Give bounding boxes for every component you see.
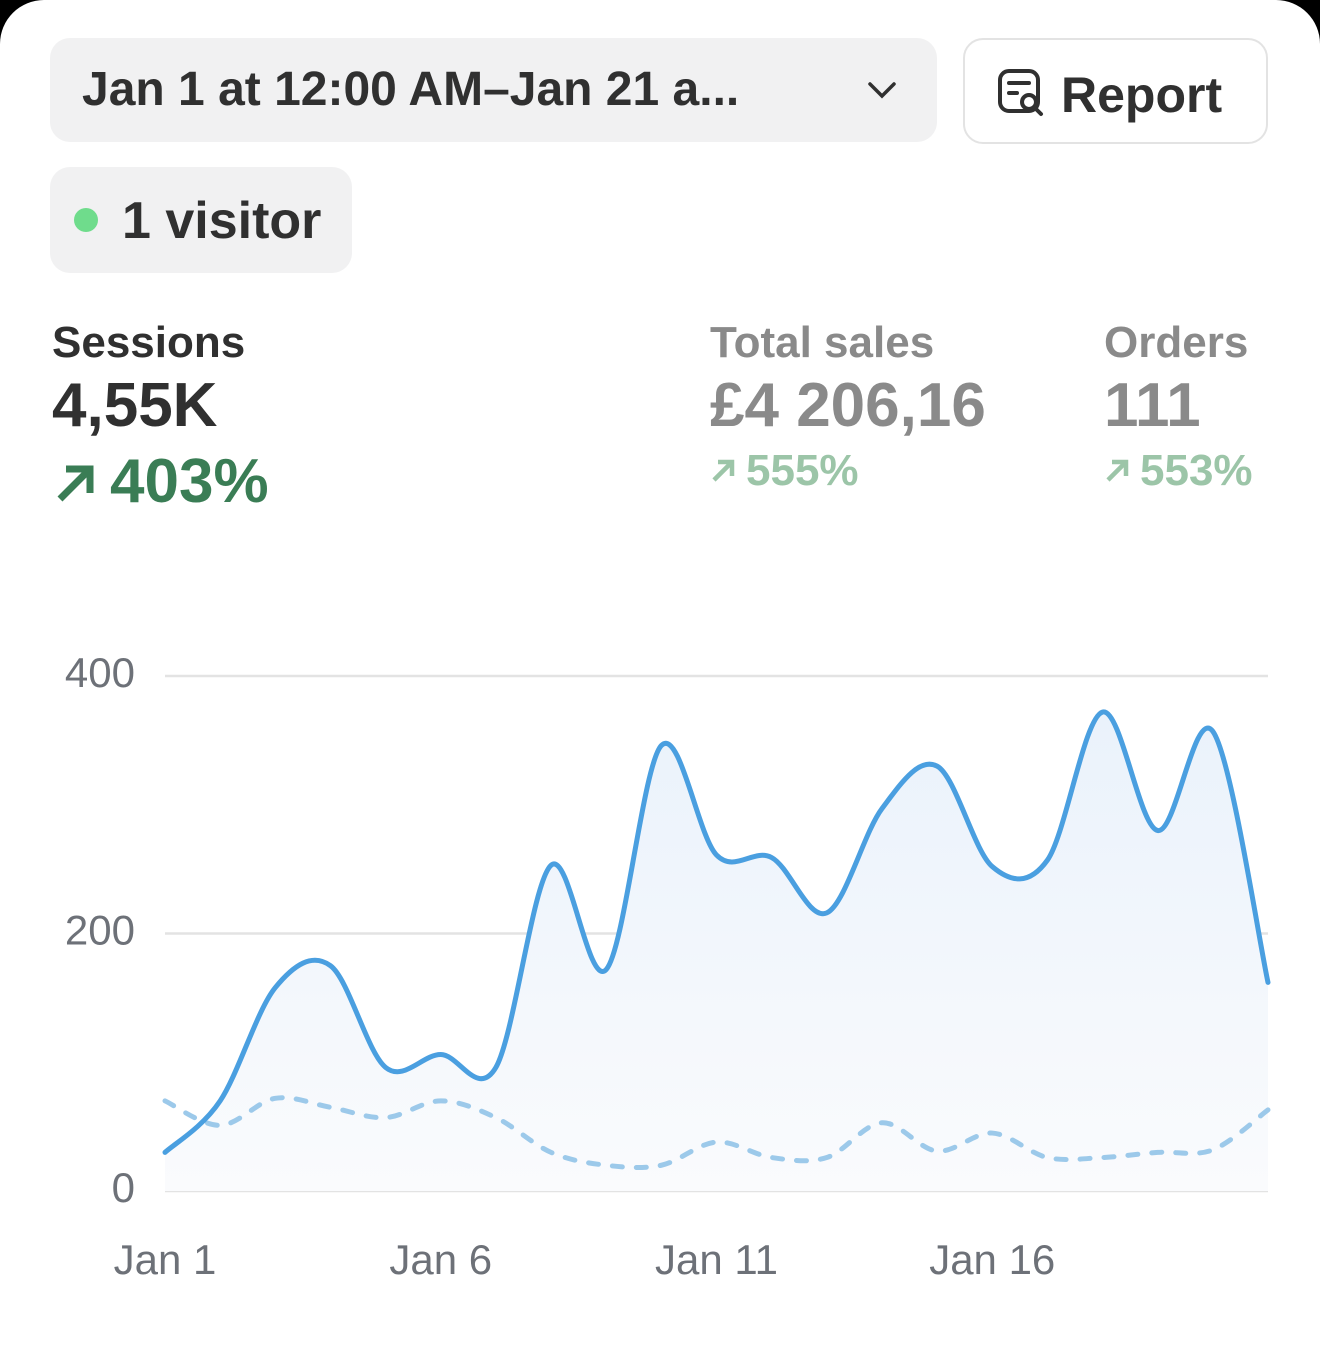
live-dot	[74, 208, 98, 232]
metric-change-row: 555%	[710, 446, 986, 496]
visitors-text: 1 visitor	[122, 192, 322, 250]
metric-sessions[interactable]: Sessions 4,55K 403%	[52, 318, 269, 517]
metric-value: £4 206,16	[710, 371, 986, 440]
date-range-button[interactable]: Jan 1 at 12:00 AM–Jan 21 a...	[50, 38, 937, 142]
area-fill	[165, 711, 1268, 1191]
y-tick-label: 0	[112, 1164, 135, 1211]
sessions-chart: 0 200 400 Jan 1 Jan 6 Jan 11 Jan 16	[65, 649, 1271, 1283]
up-arrow	[712, 459, 735, 482]
visitors-pill[interactable]: 1 visitor	[50, 167, 352, 273]
metric-change: 553%	[1140, 446, 1253, 495]
metric-total-sales[interactable]: Total sales £4 206,16 555%	[710, 318, 986, 496]
metric-label: Sessions	[52, 318, 246, 367]
report-button[interactable]: Report	[963, 38, 1268, 144]
line-series	[162, 709, 1271, 1155]
metric-value: 4,55K	[52, 371, 218, 440]
y-tick-label: 400	[65, 649, 135, 696]
up-arrow	[1106, 459, 1129, 482]
x-tick-label: Jan 11	[655, 1236, 778, 1283]
y-tick-label: 200	[65, 907, 135, 954]
x-tick-label: Jan 16	[929, 1236, 1055, 1283]
metric-label: Total sales	[710, 318, 935, 367]
up-arrow	[57, 465, 94, 501]
line-series	[162, 1095, 1271, 1171]
report-label: Report	[1061, 67, 1223, 123]
metric-change-row: 553%	[1104, 446, 1253, 496]
metric-label: Orders	[1104, 318, 1249, 367]
date-range-text: Jan 1 at 12:00 AM–Jan 21 a...	[82, 63, 740, 116]
metric-change: 555%	[746, 446, 859, 495]
metric-value: 111	[1104, 371, 1201, 440]
report-icon	[998, 69, 1043, 116]
chevron-icon	[868, 82, 896, 99]
x-tick-label: Jan 1	[114, 1236, 217, 1283]
x-tick-label: Jan 6	[389, 1236, 492, 1283]
metric-orders[interactable]: Orders 111 553%	[1104, 318, 1253, 496]
metric-change: 403%	[110, 447, 269, 516]
metric-change-row: 403%	[52, 446, 269, 517]
